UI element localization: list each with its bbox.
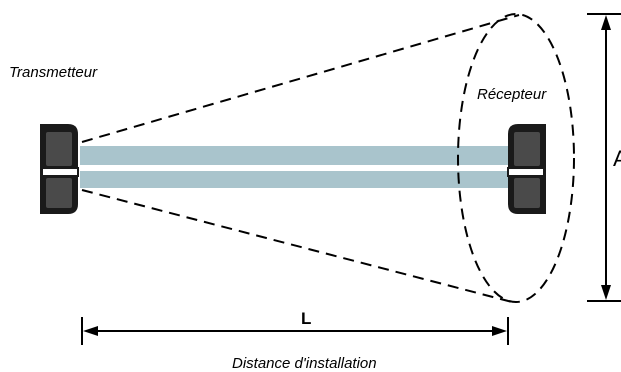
transmitter-lens-top — [46, 132, 72, 166]
transmitter-lens-bottom — [46, 178, 72, 208]
cone-upper-edge — [81, 14, 520, 143]
height-arrow-up — [601, 15, 611, 30]
receiver-lens-top — [514, 132, 540, 166]
width-label: A — [613, 146, 621, 171]
length-dimension — [81, 317, 509, 345]
height-dimension — [587, 13, 621, 302]
cone-lower-edge — [81, 189, 513, 303]
detection-area-ellipse — [457, 13, 575, 303]
length-arrow-right — [492, 326, 507, 336]
transmitter-label: Transmetteur — [9, 64, 98, 81]
height-arrow-down — [601, 285, 611, 300]
distance-caption: Distance d'installation — [232, 355, 377, 372]
receiver-unit-icon — [507, 124, 546, 214]
transmitter-mid-slot — [41, 167, 79, 177]
lower-beam — [80, 171, 508, 188]
length-arrow-left — [83, 326, 98, 336]
transmitter-unit-icon — [40, 124, 79, 214]
receiver-label: Récepteur — [477, 86, 547, 103]
upper-beam — [80, 146, 508, 165]
receiver-mid-slot — [507, 167, 545, 177]
detection-cone — [81, 13, 575, 303]
length-label: L — [301, 309, 311, 328]
receiver-lens-bottom — [514, 178, 540, 208]
